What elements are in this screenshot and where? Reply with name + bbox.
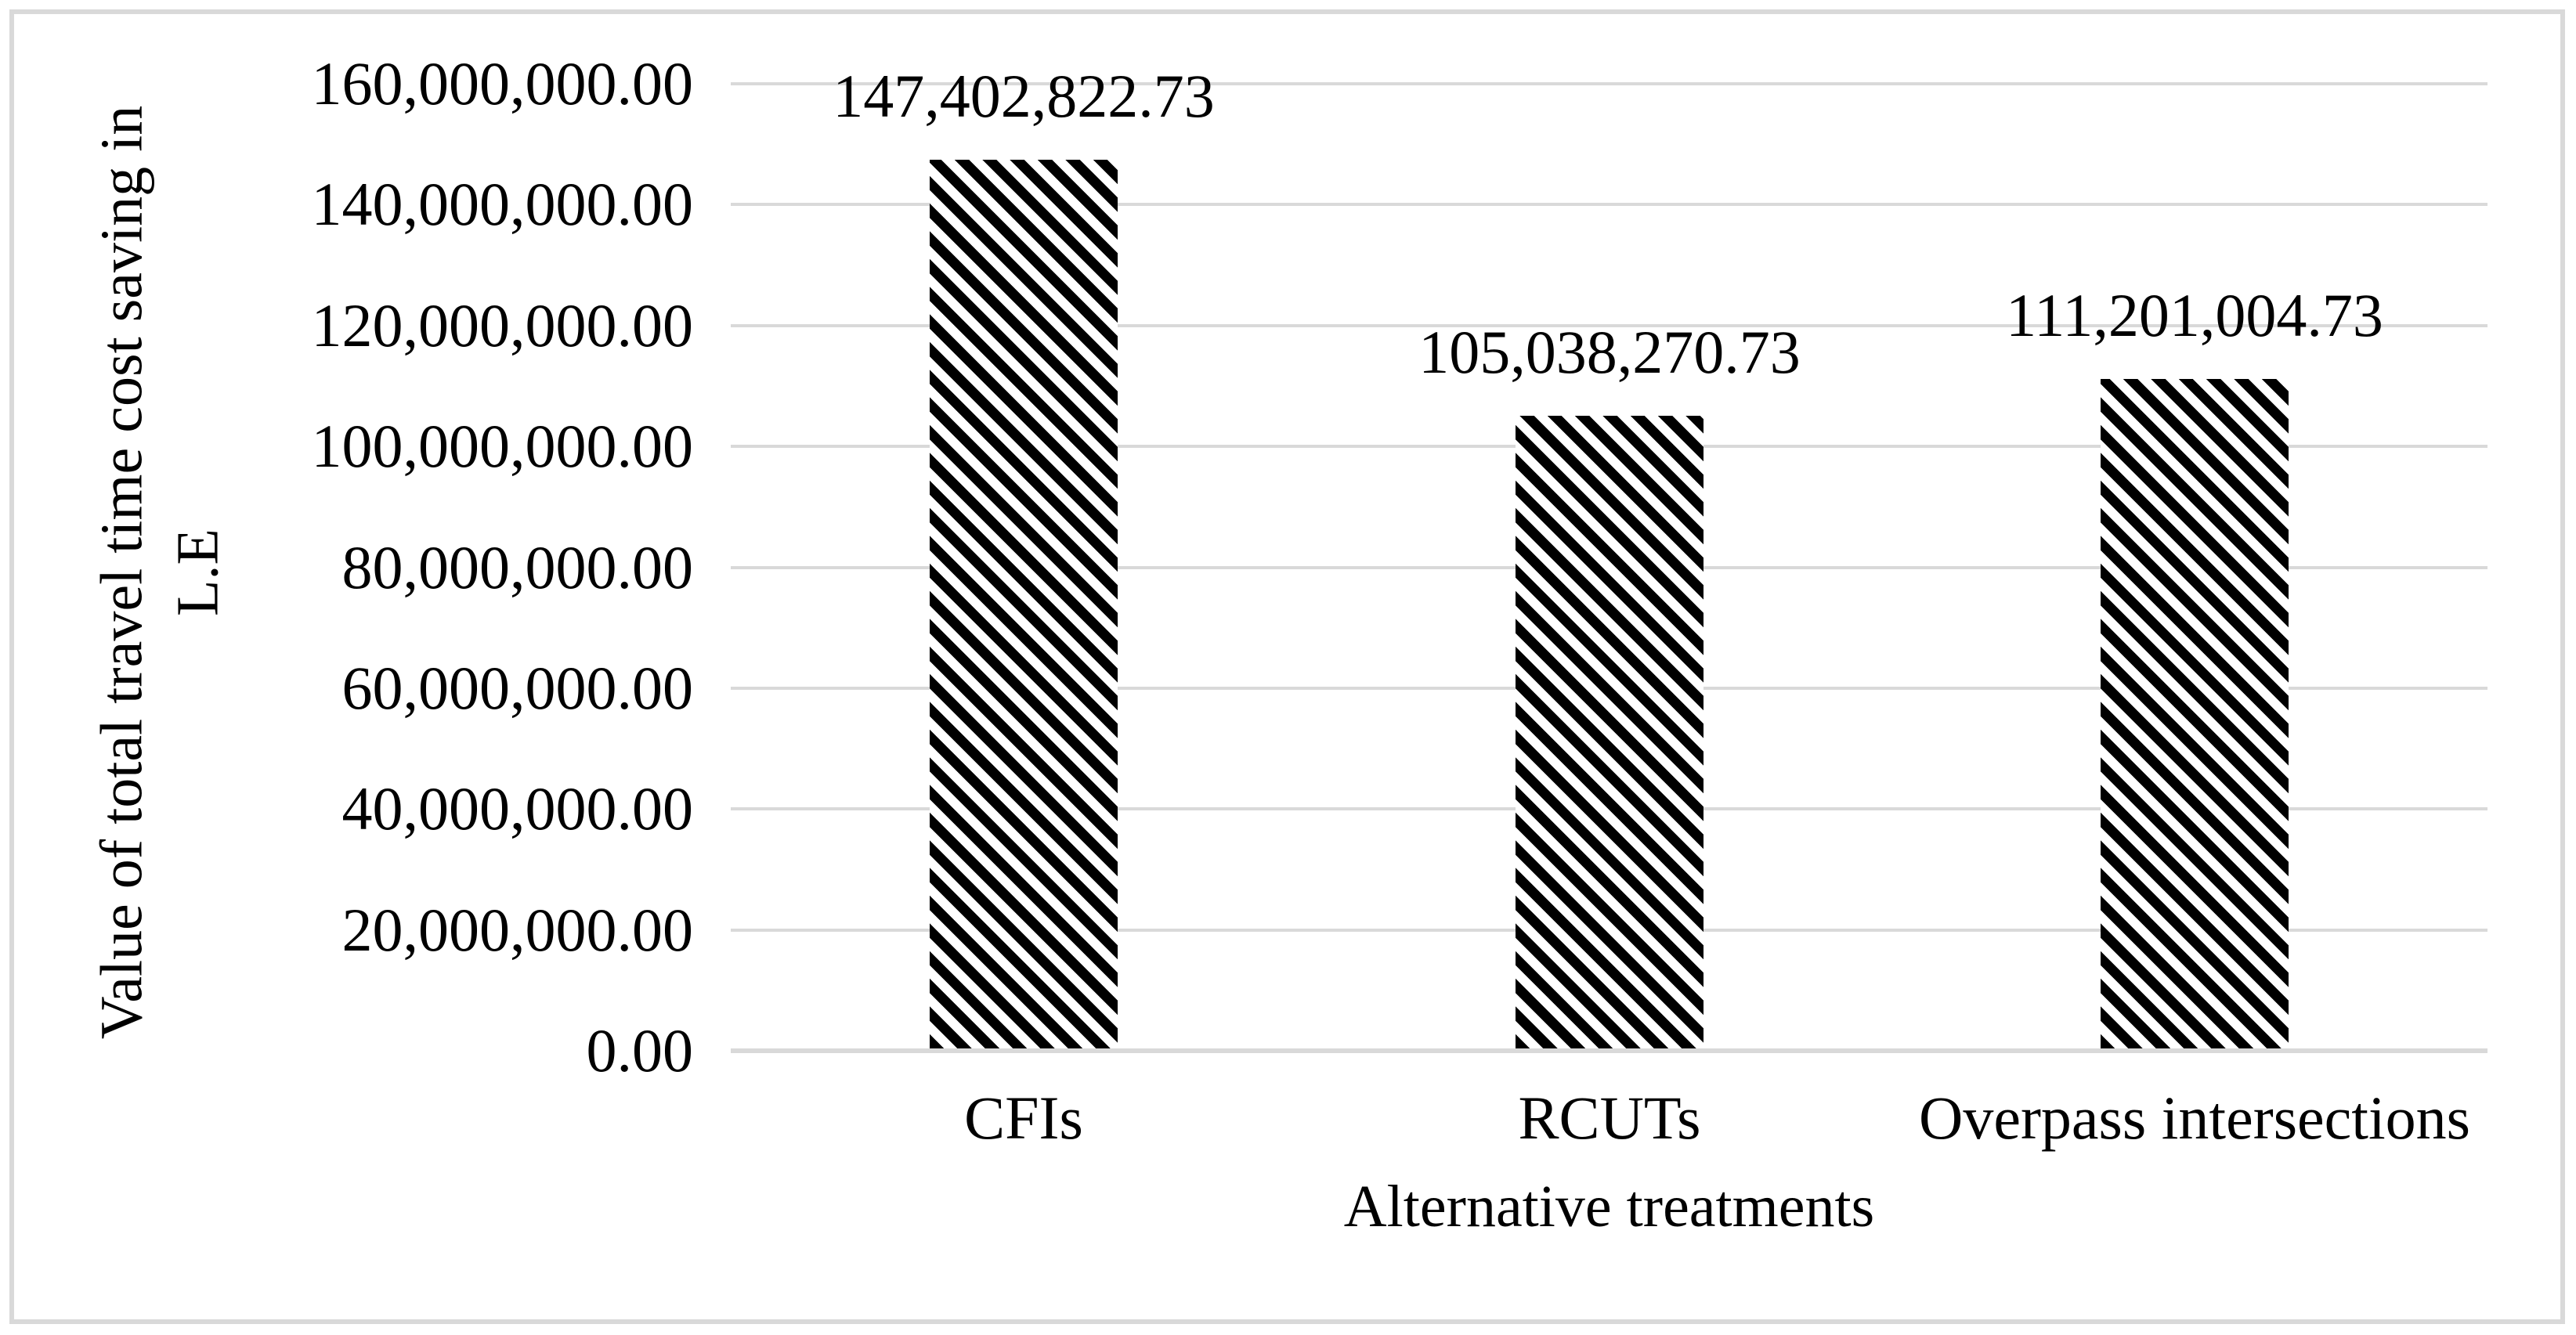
- bar-data-label: 147,402,822.73: [833, 62, 1215, 130]
- bar-data-label: 111,201,004.73: [2006, 281, 2383, 349]
- y-tick-label: 140,000,000.00: [311, 170, 694, 239]
- y-tick-label: 20,000,000.00: [341, 895, 694, 964]
- y-tick-label: 160,000,000.00: [311, 49, 694, 117]
- category-label: Overpass intersections: [1919, 1084, 2470, 1152]
- x-axis-title: Alternative treatments: [1343, 1174, 1875, 1239]
- gridline: [731, 323, 2487, 327]
- y-tick-label: 40,000,000.00: [341, 774, 694, 843]
- gridline: [731, 203, 2487, 207]
- y-tick-label: 60,000,000.00: [341, 653, 694, 722]
- category-label: CFIs: [964, 1084, 1083, 1152]
- bar-data-label: 105,038,270.73: [1418, 318, 1801, 386]
- x-axis-line: [731, 1048, 2487, 1053]
- category-label: RCUTs: [1518, 1084, 1701, 1152]
- bar-cfis: [930, 160, 1118, 1048]
- bar-rcuts: [1516, 416, 1703, 1048]
- bar-overpass-intersections: [2101, 379, 2289, 1048]
- y-tick-label: 120,000,000.00: [311, 290, 694, 359]
- y-tick-label: 100,000,000.00: [311, 412, 694, 481]
- gridline: [731, 82, 2487, 85]
- chart-border: [9, 9, 2565, 1324]
- y-tick-label: 0.00: [586, 1016, 694, 1084]
- y-tick-label: 80,000,000.00: [341, 532, 694, 601]
